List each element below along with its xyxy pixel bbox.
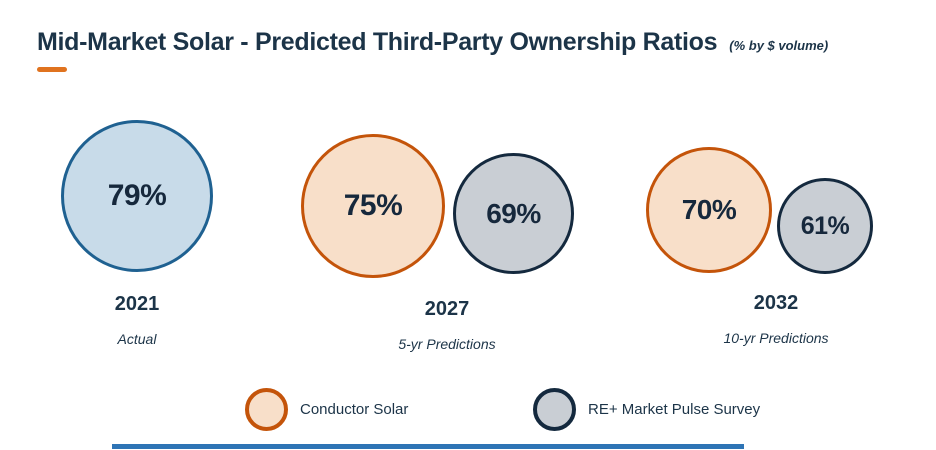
bubble-2032-market-pulse: 61%: [777, 178, 873, 274]
year-label-2027: 2027: [424, 298, 470, 320]
caption-2021: Actual: [117, 331, 157, 347]
bubble-2032-conductor-solar: 70%: [646, 147, 772, 273]
legend-swatch-gray-circle-icon: [533, 388, 576, 431]
bubble-2027-market-pulse: 69%: [453, 153, 574, 274]
bubble-2027-conductor-solar: 75%: [301, 134, 445, 278]
legend-label: RE+ Market Pulse Survey: [588, 401, 761, 418]
legend-item-conductor-solar: Conductor Solar: [245, 388, 408, 431]
year-label-2032: 2032: [753, 292, 799, 314]
bubble-value: 79%: [107, 179, 167, 212]
bubble-value: 70%: [681, 194, 737, 225]
title-unit-note: (% by $ volume): [729, 38, 829, 53]
caption-2027: 5-yr Predictions: [398, 336, 496, 352]
caption-2032: 10-yr Predictions: [723, 330, 829, 346]
legend-label: Conductor Solar: [300, 401, 409, 418]
bubble-value: 75%: [343, 189, 403, 222]
legend-item-market-pulse-survey: RE+ Market Pulse Survey: [533, 388, 760, 431]
bubble-2021-actual: 79%: [61, 120, 213, 272]
year-label-2021: 2021: [114, 293, 160, 315]
page-title: Mid-Market Solar - Predicted Third-Party…: [37, 28, 718, 56]
header: Mid-Market Solar - Predicted Third-Party…: [37, 28, 927, 57]
footer-accent-bar: [112, 444, 744, 449]
bubble-value: 61%: [800, 211, 850, 240]
bubble-value: 69%: [486, 197, 541, 229]
legend-swatch-orange-circle-icon: [245, 388, 288, 431]
title-accent-dash: [37, 67, 67, 72]
